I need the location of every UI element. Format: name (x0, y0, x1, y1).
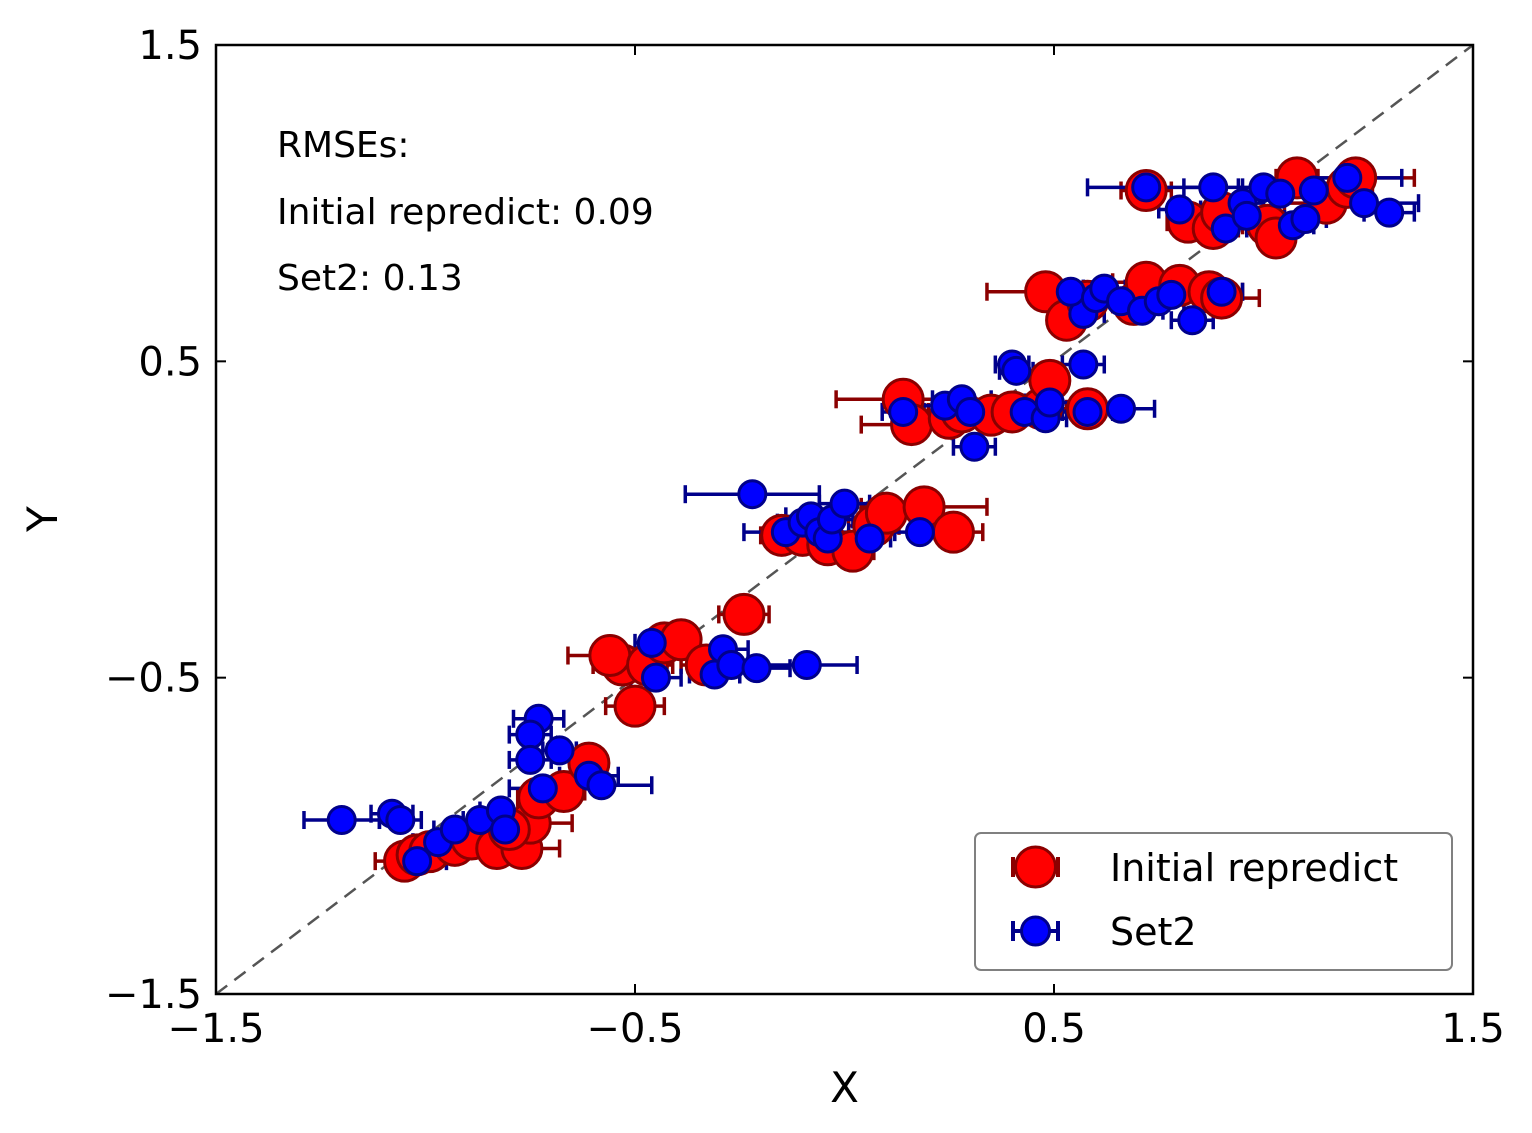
data-point-set2 (1106, 393, 1137, 424)
data-point-set2 (1164, 194, 1195, 225)
data-point-set2 (1206, 276, 1237, 307)
legend-marker-set2 (1011, 915, 1060, 947)
data-point-set2 (490, 814, 521, 845)
data-point-initial-repredict (931, 510, 975, 554)
data-point-set2 (1001, 355, 1032, 386)
data-point-set2 (1068, 349, 1099, 380)
data-point-set2 (640, 662, 671, 693)
y-axis-label: Y (18, 506, 67, 533)
data-point-set2 (1265, 178, 1296, 209)
data-point-set2 (439, 814, 470, 845)
data-point-set2 (515, 744, 546, 775)
data-point-set2 (326, 805, 357, 836)
data-point-initial-repredict (722, 592, 766, 636)
data-point-set2 (1055, 276, 1086, 307)
data-point-set2 (1290, 203, 1321, 234)
data-point-set2 (544, 735, 575, 766)
annotation-rmse-title: RMSEs: (277, 125, 410, 166)
data-point-set2 (402, 846, 433, 877)
data-point-set2 (716, 650, 747, 681)
data-point-initial-repredict (588, 634, 632, 678)
data-point-set2 (741, 653, 772, 684)
data-point-set2 (888, 396, 919, 427)
data-point-set2 (1156, 279, 1187, 310)
data-point-initial-repredict (613, 684, 657, 728)
x-axis-label: X (830, 1063, 859, 1112)
data-point-set2 (737, 479, 768, 510)
data-point-set2 (1374, 197, 1405, 228)
data-point-set2 (1131, 172, 1162, 203)
x-tick-label: −0.5 (586, 1006, 683, 1052)
legend-marker-initial-repredict (1011, 845, 1060, 889)
data-point-set2 (955, 396, 986, 427)
data-point-set2 (959, 431, 990, 462)
y-tick-label: 0.5 (138, 339, 202, 385)
y-tick-label: 1.5 (138, 23, 202, 69)
annotation-rmse-set2: Set2: 0.13 (277, 258, 463, 299)
annotation-rmse-initial: Initial repredict: 0.09 (277, 192, 654, 233)
data-point-set2 (527, 773, 558, 804)
data-point-set2 (515, 719, 546, 750)
x-tick-label: −1.5 (167, 1006, 264, 1052)
data-point-set2 (1072, 396, 1103, 427)
legend-box (974, 832, 1453, 971)
data-point-set2 (586, 770, 617, 801)
data-point-set2 (385, 805, 416, 836)
legend: Initial repredict Set2 (974, 832, 1453, 971)
data-point-set2 (904, 517, 935, 548)
y-tick-label: −1.5 (105, 972, 202, 1018)
data-point-set2 (791, 650, 822, 681)
x-tick-label: 1.5 (1441, 1006, 1505, 1052)
data-point-set2 (1349, 188, 1380, 219)
legend-label-set2: Set2 (1110, 910, 1197, 954)
data-point-set2 (829, 488, 860, 519)
data-point-set2 (636, 627, 667, 658)
data-point-set2 (1177, 305, 1208, 336)
legend-label-initial-repredict: Initial repredict (1110, 846, 1398, 890)
y-tick-label: −0.5 (105, 656, 202, 702)
data-point-set2 (1034, 387, 1065, 418)
data-point-set2 (854, 523, 885, 554)
plot-frame (214, 43, 1475, 996)
data-point-set2 (1298, 175, 1329, 206)
data-point-set2 (1231, 200, 1262, 231)
x-tick-label: 0.5 (1022, 1006, 1086, 1052)
data-point-set2 (1332, 162, 1363, 193)
data-point-set2 (1198, 172, 1229, 203)
